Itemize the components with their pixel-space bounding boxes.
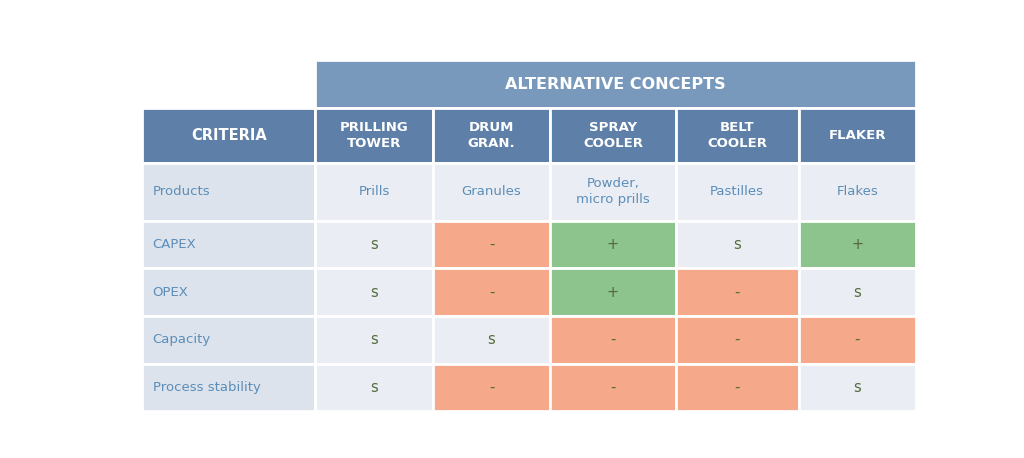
Text: Prills: Prills: [358, 185, 390, 198]
FancyBboxPatch shape: [799, 163, 916, 221]
FancyBboxPatch shape: [315, 163, 433, 221]
Text: Process stability: Process stability: [153, 381, 260, 394]
Text: +: +: [607, 284, 618, 300]
FancyBboxPatch shape: [676, 268, 799, 316]
Text: -: -: [855, 332, 860, 347]
Text: SPRAY
COOLER: SPRAY COOLER: [583, 121, 643, 150]
Text: Products: Products: [153, 185, 210, 198]
Text: Capacity: Capacity: [153, 333, 211, 346]
Text: PRILLING
TOWER: PRILLING TOWER: [340, 121, 409, 150]
FancyBboxPatch shape: [315, 108, 433, 163]
FancyBboxPatch shape: [676, 316, 799, 364]
Text: DRUM
GRAN.: DRUM GRAN.: [468, 121, 515, 150]
Text: Granules: Granules: [462, 185, 521, 198]
FancyBboxPatch shape: [142, 268, 315, 316]
FancyBboxPatch shape: [142, 364, 315, 411]
FancyBboxPatch shape: [799, 108, 916, 163]
FancyBboxPatch shape: [550, 316, 676, 364]
Text: -: -: [734, 380, 739, 395]
FancyBboxPatch shape: [142, 163, 315, 221]
FancyBboxPatch shape: [676, 364, 799, 411]
FancyBboxPatch shape: [550, 221, 676, 268]
Text: BELT
COOLER: BELT COOLER: [708, 121, 767, 150]
Text: s: s: [370, 332, 378, 347]
FancyBboxPatch shape: [433, 316, 550, 364]
FancyBboxPatch shape: [433, 108, 550, 163]
FancyBboxPatch shape: [550, 163, 676, 221]
FancyBboxPatch shape: [799, 221, 916, 268]
Text: Pastilles: Pastilles: [710, 185, 764, 198]
FancyBboxPatch shape: [315, 60, 916, 108]
FancyBboxPatch shape: [799, 268, 916, 316]
Text: OPEX: OPEX: [153, 286, 188, 299]
FancyBboxPatch shape: [433, 221, 550, 268]
FancyBboxPatch shape: [142, 316, 315, 364]
Text: -: -: [488, 380, 495, 395]
Text: -: -: [610, 332, 615, 347]
FancyBboxPatch shape: [315, 221, 433, 268]
FancyBboxPatch shape: [676, 108, 799, 163]
Text: s: s: [853, 380, 861, 395]
FancyBboxPatch shape: [550, 108, 676, 163]
FancyBboxPatch shape: [433, 364, 550, 411]
FancyBboxPatch shape: [315, 364, 433, 411]
FancyBboxPatch shape: [799, 316, 916, 364]
Text: ALTERNATIVE CONCEPTS: ALTERNATIVE CONCEPTS: [506, 76, 726, 92]
FancyBboxPatch shape: [433, 268, 550, 316]
Text: Powder,
micro prills: Powder, micro prills: [577, 177, 650, 206]
FancyBboxPatch shape: [142, 108, 315, 163]
FancyBboxPatch shape: [433, 163, 550, 221]
Text: -: -: [610, 380, 615, 395]
FancyBboxPatch shape: [676, 221, 799, 268]
Text: -: -: [734, 332, 739, 347]
Text: s: s: [370, 237, 378, 252]
FancyBboxPatch shape: [315, 268, 433, 316]
Text: +: +: [851, 237, 863, 252]
Text: s: s: [853, 284, 861, 300]
Text: s: s: [487, 332, 496, 347]
Text: Flakes: Flakes: [837, 185, 879, 198]
Text: s: s: [370, 380, 378, 395]
FancyBboxPatch shape: [799, 364, 916, 411]
Text: s: s: [733, 237, 741, 252]
FancyBboxPatch shape: [676, 163, 799, 221]
Text: -: -: [488, 237, 495, 252]
Text: -: -: [488, 284, 495, 300]
Text: +: +: [607, 237, 618, 252]
Text: FLAKER: FLAKER: [828, 129, 886, 142]
FancyBboxPatch shape: [550, 268, 676, 316]
Text: CAPEX: CAPEX: [153, 238, 197, 251]
Text: CRITERIA: CRITERIA: [190, 128, 266, 143]
FancyBboxPatch shape: [142, 60, 315, 108]
FancyBboxPatch shape: [142, 221, 315, 268]
FancyBboxPatch shape: [550, 364, 676, 411]
FancyBboxPatch shape: [315, 316, 433, 364]
Text: -: -: [734, 284, 739, 300]
Text: s: s: [370, 284, 378, 300]
